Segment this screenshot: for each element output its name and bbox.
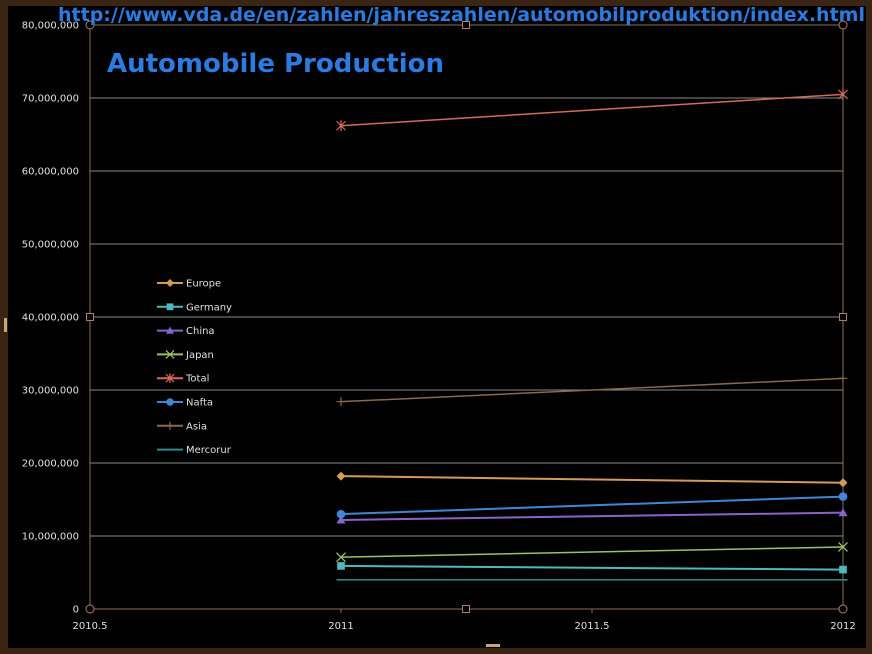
legend-item-europe: Europe (157, 279, 221, 290)
legend-label-asia: Asia (186, 421, 207, 432)
edge-resize-handle[interactable] (86, 313, 94, 321)
data-point-asia (336, 397, 346, 407)
legend-marker-germany (166, 303, 174, 311)
axes: 0 10,000,000 20,000,000 30,000,000 40,000,00… (22, 21, 856, 633)
legend-label-germany: Germany (186, 302, 232, 313)
data-point-total (838, 88, 848, 100)
legend-marker-nafta (166, 398, 174, 406)
series-lines (336, 88, 848, 581)
legend-item-mercorur: Mercorur (157, 445, 232, 456)
legend-label-europe: Europe (186, 279, 221, 290)
y-tick-label: 80,000,000 (22, 21, 79, 32)
x-tick-label: 2011 (328, 621, 353, 632)
corner-resize-handle[interactable] (85, 20, 95, 30)
gridlines (90, 97, 843, 537)
legend-item-asia: Asia (157, 421, 207, 432)
series-line-total (340, 93, 844, 127)
series-line-germany (340, 564, 844, 571)
y-tick-label: 10,000,000 (22, 532, 79, 543)
data-point-germany (337, 562, 345, 570)
series-line-japan (340, 546, 844, 558)
legend-item-total: Total (157, 373, 209, 385)
legend-item-nafta: Nafta (157, 398, 213, 409)
legend-label-mercorur: Mercorur (186, 445, 232, 456)
series-line-asia (340, 377, 844, 403)
data-point-europe (838, 478, 848, 488)
legend-marker-china (166, 326, 174, 334)
edge-resize-handle[interactable] (839, 313, 847, 321)
legend-marker-japan (165, 349, 175, 359)
chart-area (8, 6, 866, 648)
y-tick-label: 40,000,000 (22, 313, 79, 324)
series-line-europe (340, 475, 844, 484)
legend-label-china: China (186, 326, 215, 337)
series-line-nafta (340, 495, 844, 516)
data-point-japan (336, 552, 346, 563)
data-point-japan (838, 541, 848, 552)
chart-title: Automobile Production (107, 49, 444, 79)
y-tick-label: 70,000,000 (22, 94, 79, 105)
data-point-europe (336, 471, 346, 481)
data-point-nafta (838, 492, 848, 501)
y-tick-label: 0 (73, 605, 79, 616)
source-url-text: http://www.vda.de/en/zahlen/jahreszahlen… (58, 4, 865, 26)
y-tick-label: 50,000,000 (22, 240, 79, 251)
x-tick-label: 2012 (830, 621, 855, 632)
data-point-china (838, 508, 848, 517)
legend-marker-total (165, 373, 175, 383)
legend-item-china: China (157, 326, 215, 337)
x-tick-label: 2010.5 (73, 621, 108, 632)
series-line-china (340, 511, 844, 521)
y-tick-label: 30,000,000 (22, 386, 79, 397)
legend-label-japan: Japan (185, 350, 214, 361)
y-tick-label: 60,000,000 (22, 167, 79, 178)
legend-marker-asia (166, 421, 174, 430)
legend-item-germany: Germany (157, 302, 232, 313)
corner-resize-handle[interactable] (838, 20, 848, 30)
legend-label-nafta: Nafta (186, 398, 213, 409)
legend-marker-europe (166, 279, 174, 287)
legend: Europe Germany China Japan Total Nafta Asia Mer… (157, 279, 232, 456)
data-point-total (336, 120, 346, 132)
legend-label-total: Total (185, 374, 209, 385)
left-grip-handle[interactable] (4, 318, 7, 332)
corner-resize-handle[interactable] (838, 604, 848, 614)
edge-resize-handle[interactable] (462, 605, 470, 613)
legend-item-japan: Japan (157, 350, 214, 361)
bottom-grip-handle[interactable] (486, 644, 500, 647)
data-point-china (336, 515, 346, 524)
data-point-asia (838, 373, 848, 383)
data-point-nafta (336, 509, 346, 519)
x-tick-label: 2011.5 (575, 621, 610, 632)
corner-resize-handle[interactable] (85, 604, 95, 614)
data-point-germany (839, 565, 847, 574)
selection-handles[interactable] (4, 20, 848, 647)
edge-resize-handle[interactable] (462, 21, 470, 29)
y-tick-label: 20,000,000 (22, 459, 79, 470)
